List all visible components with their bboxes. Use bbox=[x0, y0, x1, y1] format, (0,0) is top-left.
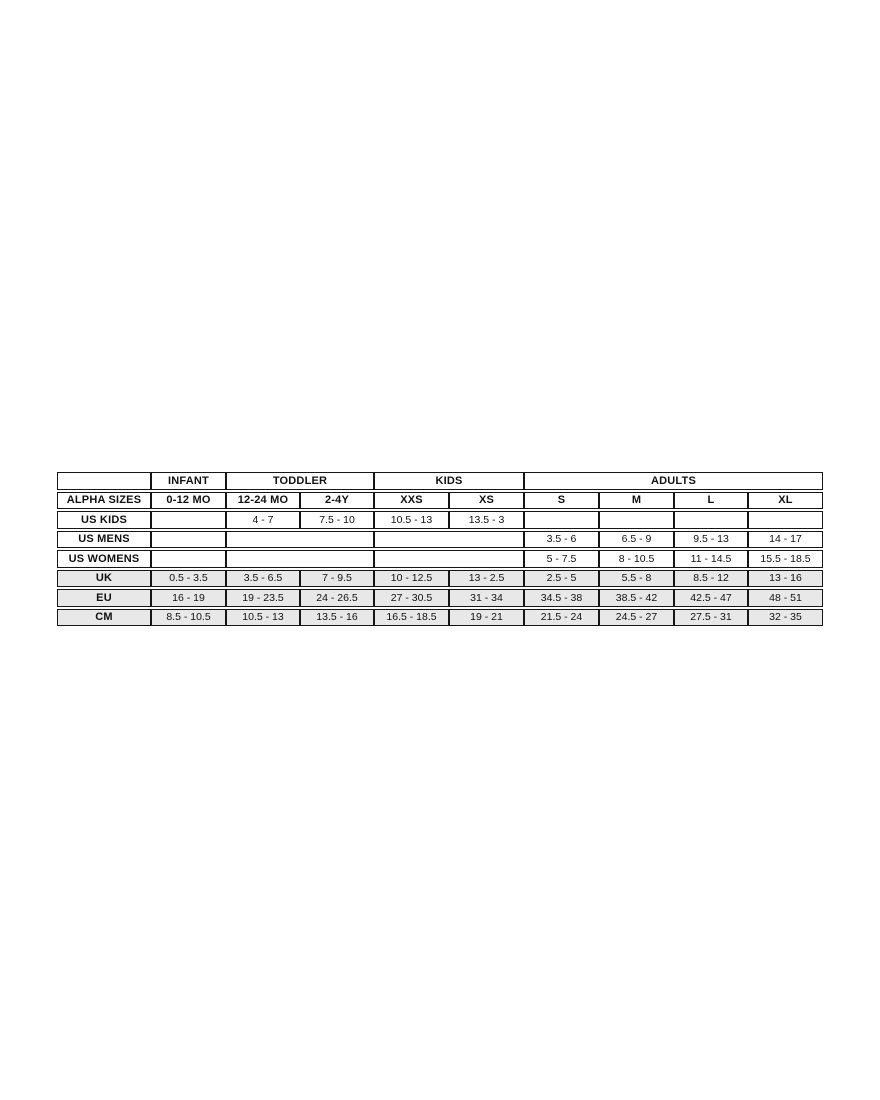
size-header-cell: 2-4Y bbox=[300, 491, 374, 509]
size-chart-table: INFANT TODDLER KIDS ADULTS ALPHA SIZES 0-12 M… bbox=[57, 470, 823, 628]
size-value-cell: 6.5 - 9 bbox=[599, 530, 674, 548]
size-value-cell bbox=[226, 550, 374, 568]
size-value-cell: 13 - 2.5 bbox=[449, 569, 524, 587]
size-value-cell: 42.5 - 47 bbox=[674, 589, 748, 607]
size-value-cell: 10.5 - 13 bbox=[226, 608, 300, 626]
size-chart: INFANT TODDLER KIDS ADULTS ALPHA SIZES 0-12 M… bbox=[57, 470, 823, 628]
row-label: ALPHA SIZES bbox=[57, 491, 151, 509]
size-value-cell: 24.5 - 27 bbox=[599, 608, 674, 626]
size-value-cell: 9.5 - 13 bbox=[674, 530, 748, 548]
size-value-cell: 8.5 - 12 bbox=[674, 569, 748, 587]
row-label: US WOMENS bbox=[57, 550, 151, 568]
size-value-cell: 13.5 - 16 bbox=[300, 608, 374, 626]
row-label: EU bbox=[57, 589, 151, 607]
size-header-cell: 12-24 MO bbox=[226, 491, 300, 509]
size-value-cell: 11 - 14.5 bbox=[674, 550, 748, 568]
size-value-cell: 5 - 7.5 bbox=[524, 550, 599, 568]
size-value-cell bbox=[151, 550, 226, 568]
size-value-cell: 7 - 9.5 bbox=[300, 569, 374, 587]
size-value-cell bbox=[226, 530, 374, 548]
row-label: US MENS bbox=[57, 530, 151, 548]
size-value-cell: 34.5 - 38 bbox=[524, 589, 599, 607]
size-value-cell: 10.5 - 13 bbox=[374, 511, 449, 529]
size-header-cell: XL bbox=[748, 491, 823, 509]
size-header-cell: XS bbox=[449, 491, 524, 509]
size-value-cell: 16.5 - 18.5 bbox=[374, 608, 449, 626]
group-header-cell: INFANT bbox=[151, 472, 226, 490]
size-value-cell bbox=[674, 511, 748, 529]
table-row: US KIDS 4 - 7 7.5 - 10 10.5 - 13 13.5 - 3 bbox=[57, 511, 823, 529]
size-value-cell: 24 - 26.5 bbox=[300, 589, 374, 607]
size-value-cell: 2.5 - 5 bbox=[524, 569, 599, 587]
size-value-cell: 13 - 16 bbox=[748, 569, 823, 587]
corner-cell bbox=[57, 472, 151, 490]
size-value-cell: 8.5 - 10.5 bbox=[151, 608, 226, 626]
size-value-cell: 27 - 30.5 bbox=[374, 589, 449, 607]
row-label: UK bbox=[57, 569, 151, 587]
size-value-cell: 16 - 19 bbox=[151, 589, 226, 607]
table-row: CM 8.5 - 10.5 10.5 - 13 13.5 - 16 16.5 - 18.… bbox=[57, 608, 823, 626]
size-value-cell: 14 - 17 bbox=[748, 530, 823, 548]
size-value-cell: 5.5 - 8 bbox=[599, 569, 674, 587]
row-label: US KIDS bbox=[57, 511, 151, 529]
size-value-cell: 3.5 - 6 bbox=[524, 530, 599, 548]
size-value-cell bbox=[748, 511, 823, 529]
size-value-cell: 7.5 - 10 bbox=[300, 511, 374, 529]
size-value-cell bbox=[599, 511, 674, 529]
size-value-cell: 4 - 7 bbox=[226, 511, 300, 529]
table-row: US WOMENS 5 - 7.5 8 - 10.5 11 - 14.5 15.5 - … bbox=[57, 550, 823, 568]
size-value-cell: 0.5 - 3.5 bbox=[151, 569, 226, 587]
size-value-cell: 48 - 51 bbox=[748, 589, 823, 607]
row-label: CM bbox=[57, 608, 151, 626]
size-value-cell: 32 - 35 bbox=[748, 608, 823, 626]
size-value-cell: 31 - 34 bbox=[449, 589, 524, 607]
group-header-cell: TODDLER bbox=[226, 472, 374, 490]
size-header-cell: XXS bbox=[374, 491, 449, 509]
size-value-cell: 21.5 - 24 bbox=[524, 608, 599, 626]
size-value-cell: 3.5 - 6.5 bbox=[226, 569, 300, 587]
size-header-cell: S bbox=[524, 491, 599, 509]
size-header-cell: L bbox=[674, 491, 748, 509]
size-value-cell: 19 - 21 bbox=[449, 608, 524, 626]
size-value-cell: 19 - 23.5 bbox=[226, 589, 300, 607]
group-header-row: INFANT TODDLER KIDS ADULTS bbox=[57, 472, 823, 490]
size-value-cell bbox=[151, 511, 226, 529]
size-value-cell: 10 - 12.5 bbox=[374, 569, 449, 587]
size-header-cell: M bbox=[599, 491, 674, 509]
group-header-cell: KIDS bbox=[374, 472, 524, 490]
size-value-cell: 38.5 - 42 bbox=[599, 589, 674, 607]
size-header-cell: 0-12 MO bbox=[151, 491, 226, 509]
table-row: UK 0.5 - 3.5 3.5 - 6.5 7 - 9.5 10 - 12.5 13 -… bbox=[57, 569, 823, 587]
size-value-cell: 27.5 - 31 bbox=[674, 608, 748, 626]
group-header-cell: ADULTS bbox=[524, 472, 823, 490]
size-value-cell bbox=[374, 530, 524, 548]
size-chart-body: INFANT TODDLER KIDS ADULTS ALPHA SIZES 0-12 M… bbox=[57, 472, 823, 626]
size-value-cell: 15.5 - 18.5 bbox=[748, 550, 823, 568]
size-value-cell bbox=[151, 530, 226, 548]
size-value-cell bbox=[524, 511, 599, 529]
size-value-cell: 13.5 - 3 bbox=[449, 511, 524, 529]
table-row: ALPHA SIZES 0-12 MO 12-24 MO 2-4Y XXS XS S M L XL bbox=[57, 491, 823, 509]
table-row: US MENS 3.5 - 6 6.5 - 9 9.5 - 13 14 - 17 bbox=[57, 530, 823, 548]
table-row: EU 16 - 19 19 - 23.5 24 - 26.5 27 - 30.5 31 -… bbox=[57, 589, 823, 607]
size-value-cell bbox=[374, 550, 524, 568]
size-value-cell: 8 - 10.5 bbox=[599, 550, 674, 568]
